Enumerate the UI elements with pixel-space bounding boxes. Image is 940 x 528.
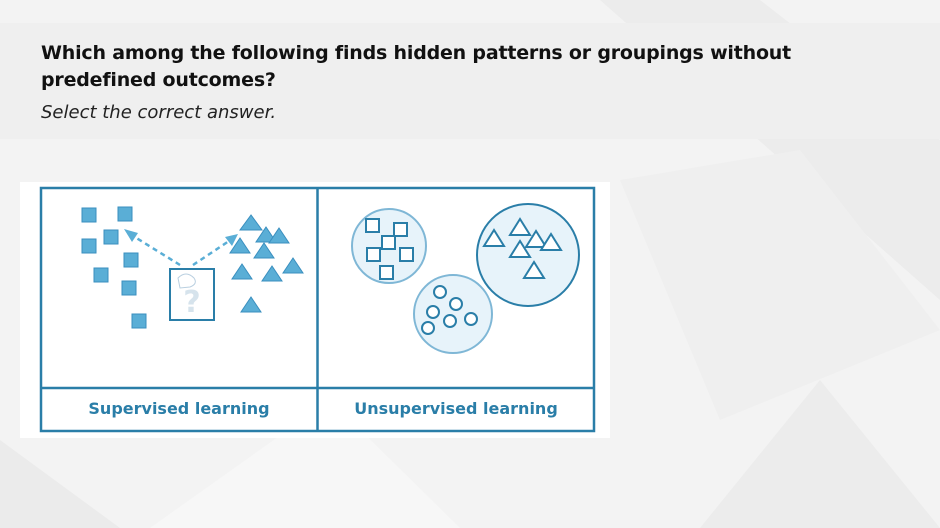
circle-cluster [413, 274, 493, 354]
square-cluster [351, 208, 427, 284]
supervised-learning-label: Supervised learning [88, 399, 270, 418]
question-text: Which among the following finds hidden p… [41, 42, 792, 91]
supervised-triangles [229, 214, 304, 313]
unknown-item-box: ? [169, 268, 215, 321]
learning-types-figure: ? [20, 182, 610, 438]
svg-text:?: ? [183, 285, 200, 320]
classification-arrows [124, 229, 238, 267]
supervised-squares [81, 206, 147, 329]
instruction-text: Select the correct answer. [41, 102, 277, 123]
question-band [0, 23, 940, 139]
figure-illustration: ? [39, 186, 596, 433]
unsupervised-learning-label: Unsupervised learning [354, 399, 558, 418]
triangle-cluster [476, 203, 580, 307]
